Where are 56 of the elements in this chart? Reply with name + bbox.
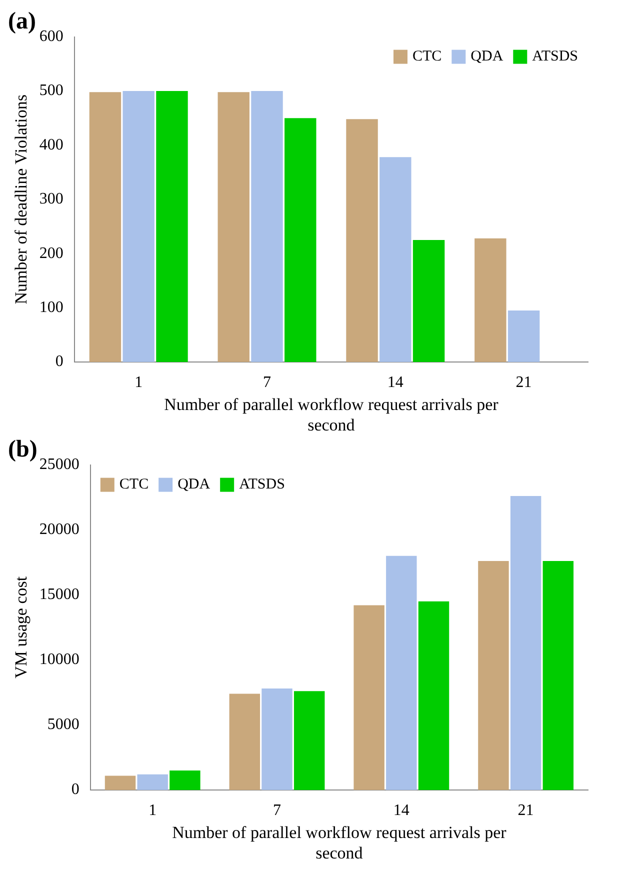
y-axis-title: Number of deadline Violations: [12, 94, 31, 304]
bar: [122, 91, 154, 362]
y-tick-label: 500: [39, 82, 64, 100]
bar: [218, 92, 250, 362]
chart-title: (a): [8, 8, 36, 35]
y-tick-label: 25000: [39, 456, 80, 474]
bar: [262, 688, 292, 790]
bar: [354, 605, 384, 790]
bar: [380, 157, 412, 362]
bar: [137, 774, 168, 790]
y-tick-label: 5000: [47, 716, 80, 734]
x-tick-label: 1: [148, 802, 157, 819]
bar: [542, 561, 574, 790]
y-tick-label: 20000: [39, 521, 80, 538]
y-axis-title: VM usage cost: [12, 576, 31, 678]
x-tick-label: 21: [518, 802, 534, 819]
bar: [508, 310, 540, 362]
y-tick-label: 100: [39, 299, 64, 316]
bar: [346, 119, 378, 362]
bar: [412, 240, 445, 362]
x-tick-label: 14: [393, 802, 410, 819]
bar: [284, 118, 316, 362]
bar: [104, 776, 136, 790]
y-tick-label: 0: [55, 353, 64, 370]
x-tick-label: 1: [134, 374, 143, 391]
legend-label: CTC: [412, 48, 442, 65]
y-tick-label: 10000: [39, 651, 80, 668]
x-tick-label: 21: [516, 374, 532, 391]
bar: [294, 691, 325, 790]
x-tick-label: 7: [263, 374, 271, 391]
bar: [474, 238, 506, 362]
x-axis-title: Number of parallel workflow request arrivals per second: [172, 822, 507, 862]
bar: [478, 561, 509, 790]
legend-label: QDA: [470, 48, 504, 65]
x-tick-label: 7: [273, 802, 281, 819]
legend-label: ATSDS: [239, 476, 285, 493]
bar: [510, 496, 542, 790]
bar: [229, 694, 260, 790]
legend-label: CTC: [119, 476, 149, 493]
legend-label: ATSDS: [532, 48, 578, 65]
y-tick-label: 15000: [39, 586, 80, 604]
x-axis-title: Number of parallel workflow request arrivals per second: [164, 394, 499, 434]
y-tick-label: 400: [39, 136, 64, 154]
bar: [418, 601, 450, 790]
chart-title: (b): [8, 436, 38, 463]
y-tick-label: 300: [39, 190, 64, 208]
y-tick-label: 600: [39, 28, 64, 46]
legend-label: QDA: [178, 476, 210, 493]
bar: [251, 91, 283, 362]
bar: [156, 91, 188, 362]
bar: [386, 556, 417, 790]
bar: [170, 770, 200, 790]
y-tick-label: 200: [39, 244, 64, 262]
bar: [89, 92, 122, 362]
x-tick-label: 14: [387, 374, 404, 391]
y-tick-label: 0: [71, 781, 80, 798]
